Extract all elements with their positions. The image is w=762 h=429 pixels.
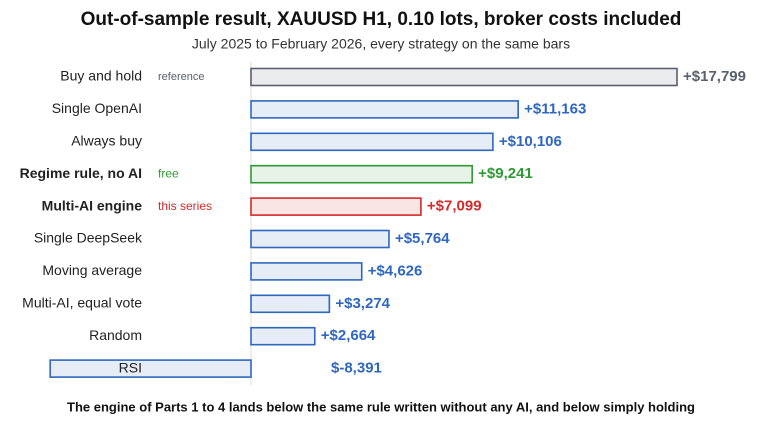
category-label: Always buy (71, 133, 142, 149)
value-label: $-8,391 (331, 360, 382, 377)
category-tag: this series (158, 199, 212, 213)
value-label: +$7,099 (427, 198, 482, 215)
category-label: RSI (119, 359, 142, 375)
bar (250, 262, 363, 281)
value-label: +$5,764 (395, 230, 450, 247)
category-label: Multi-AI, equal vote (22, 295, 142, 311)
bar (250, 294, 331, 314)
bar (49, 359, 252, 378)
category-label: Regime rule, no AI (20, 165, 142, 181)
value-label: +$2,664 (321, 327, 376, 344)
category-label: Single DeepSeek (34, 230, 143, 246)
bar (250, 100, 519, 119)
category-label: Random (89, 327, 142, 343)
footnote: The engine of Parts 1 to 4 lands below t… (67, 399, 695, 414)
bar (250, 197, 422, 216)
category-tag: free (158, 166, 179, 180)
value-label: +$3,274 (335, 295, 390, 312)
value-label: +$11,163 (524, 100, 586, 117)
bar (250, 67, 678, 87)
category-label: Single OpenAI (52, 100, 142, 116)
category-label: Moving average (42, 262, 142, 278)
chart-title: Out-of-sample result, XAUUSD H1, 0.10 lo… (81, 9, 682, 30)
bar (250, 164, 473, 184)
bar (250, 229, 390, 249)
category-label: Buy and hold (60, 68, 142, 84)
value-label: +$10,106 (499, 133, 562, 150)
value-label: +$9,241 (478, 165, 533, 182)
chart-subtitle: July 2025 to February 2026, every strate… (192, 36, 570, 52)
category-tag: reference (158, 71, 204, 83)
bar (250, 326, 316, 346)
value-label: +$17,799 (683, 68, 746, 85)
value-label: +$4,626 (368, 262, 423, 279)
category-label: Multi-AI engine (42, 197, 143, 213)
bar (250, 132, 494, 152)
